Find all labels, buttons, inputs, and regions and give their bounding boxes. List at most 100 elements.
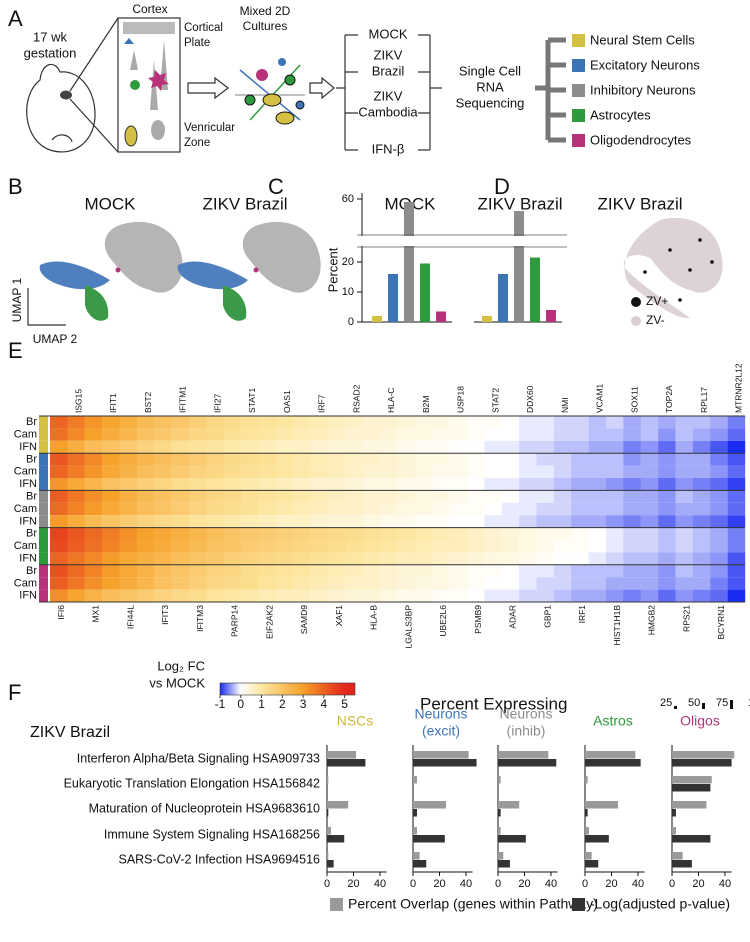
heatmap-cell bbox=[467, 478, 485, 491]
heatmap-cell bbox=[692, 502, 711, 516]
heatmap-cell bbox=[397, 416, 416, 429]
bar bbox=[672, 827, 676, 835]
heatmap-cell bbox=[571, 428, 589, 441]
heatmap-cell bbox=[206, 478, 224, 491]
heatmap-cell bbox=[258, 552, 277, 565]
heatmap-cell bbox=[606, 589, 624, 602]
gene-label: BCYRN1 bbox=[716, 605, 726, 640]
oligodendrocyte bbox=[148, 70, 169, 91]
heatmap-cell bbox=[727, 490, 746, 503]
heatmap-cell bbox=[501, 502, 520, 516]
row-label: IFN bbox=[19, 590, 37, 602]
heatmap-cell bbox=[119, 577, 138, 590]
bar bbox=[585, 835, 609, 843]
heatmap-cell bbox=[467, 527, 485, 540]
x-tick-label: 40 bbox=[719, 878, 731, 890]
heatmap-cell bbox=[501, 490, 520, 503]
heatmap-cell bbox=[345, 465, 363, 478]
heatmap-cell bbox=[345, 502, 363, 516]
heatmap-cell bbox=[154, 428, 172, 441]
heatmap-cell bbox=[206, 502, 224, 516]
heatmap-cell bbox=[50, 428, 68, 441]
heatmap-cell bbox=[380, 453, 398, 466]
heatmap-cell bbox=[727, 465, 746, 478]
heatmap-cell bbox=[50, 416, 68, 429]
heatmap-cell bbox=[67, 440, 85, 454]
heatmap-cell bbox=[223, 577, 242, 590]
culture-label: Cultures bbox=[243, 19, 288, 33]
heatmap-cell bbox=[189, 577, 207, 590]
row-label: IFN bbox=[19, 441, 37, 453]
panel-title: Neurons bbox=[415, 706, 468, 722]
heatmap-cell bbox=[484, 428, 502, 441]
heatmap-cell bbox=[501, 453, 520, 466]
group-strip bbox=[39, 502, 48, 516]
heatmap-cell bbox=[623, 589, 641, 602]
heatmap-cell bbox=[50, 478, 68, 491]
heatmap-cell bbox=[293, 502, 311, 516]
heatmap-cell bbox=[171, 589, 190, 602]
x-tick-label: 40 bbox=[460, 878, 472, 890]
heatmap-cell bbox=[380, 416, 398, 429]
bar bbox=[546, 310, 556, 322]
legend-swatch bbox=[330, 898, 343, 911]
heatmap-cell bbox=[136, 577, 155, 590]
heatmap-cell bbox=[692, 564, 711, 578]
gene-label: IFIT3 bbox=[160, 605, 170, 625]
bar bbox=[372, 316, 382, 322]
heatmap-cell bbox=[171, 577, 190, 590]
heatmap-cell bbox=[449, 428, 468, 441]
bar bbox=[585, 751, 636, 759]
sequencing-label: RNA bbox=[476, 79, 504, 94]
heatmap-cell bbox=[223, 440, 242, 454]
heatmap-cell bbox=[571, 490, 589, 503]
heatmap-cell bbox=[67, 564, 85, 578]
heatmap-cell bbox=[119, 552, 138, 565]
heatmap-cell bbox=[241, 527, 259, 540]
heatmap-cell bbox=[189, 428, 207, 441]
bar bbox=[482, 316, 492, 322]
heatmap-cell bbox=[414, 552, 433, 565]
heatmap-cell bbox=[241, 515, 259, 528]
heatmap-cell bbox=[553, 527, 572, 540]
gene-label: BST2 bbox=[143, 391, 153, 413]
legend-swatch bbox=[572, 84, 585, 97]
heatmap-cell bbox=[223, 515, 242, 528]
heatmap-cell bbox=[84, 540, 103, 553]
gene-label: EIF2AK2 bbox=[264, 605, 274, 639]
heatmap-cell bbox=[206, 515, 224, 528]
heatmap-cell bbox=[484, 527, 502, 540]
umap-cluster bbox=[85, 285, 109, 321]
heatmap-cell bbox=[449, 440, 468, 454]
heatmap-cell bbox=[136, 515, 155, 528]
heatmap-cell bbox=[432, 428, 450, 441]
heatmap-cell bbox=[675, 589, 694, 602]
heatmap-cell bbox=[623, 540, 641, 553]
heatmap-cell bbox=[501, 577, 520, 590]
bar bbox=[498, 852, 504, 860]
colorbar-tick-label: 3 bbox=[300, 697, 307, 711]
heatmap-cell bbox=[658, 577, 676, 590]
bar bbox=[498, 809, 501, 817]
group-strip bbox=[39, 416, 48, 429]
embryo-limb bbox=[51, 134, 73, 143]
heatmap-cell bbox=[484, 440, 502, 454]
heatmap-cell bbox=[67, 515, 85, 528]
heatmap-cell bbox=[623, 416, 641, 429]
bar bbox=[585, 852, 592, 860]
embryo-brain bbox=[60, 90, 72, 100]
heatmap-cell bbox=[241, 502, 259, 516]
panel-letter: B bbox=[8, 174, 23, 199]
heatmap-cell bbox=[102, 527, 120, 540]
heatmap-cell bbox=[658, 515, 676, 528]
heatmap-cell bbox=[675, 416, 694, 429]
heatmap-cell bbox=[345, 564, 363, 578]
heatmap-cell bbox=[102, 440, 120, 454]
culture-label: Mixed 2D bbox=[240, 4, 291, 18]
heatmap-cell bbox=[484, 577, 502, 590]
bar bbox=[585, 801, 619, 809]
heatmap-cell bbox=[223, 478, 242, 491]
heatmap-cell bbox=[275, 589, 294, 602]
heatmap-cell bbox=[467, 440, 485, 454]
heatmap-cell bbox=[467, 416, 485, 429]
